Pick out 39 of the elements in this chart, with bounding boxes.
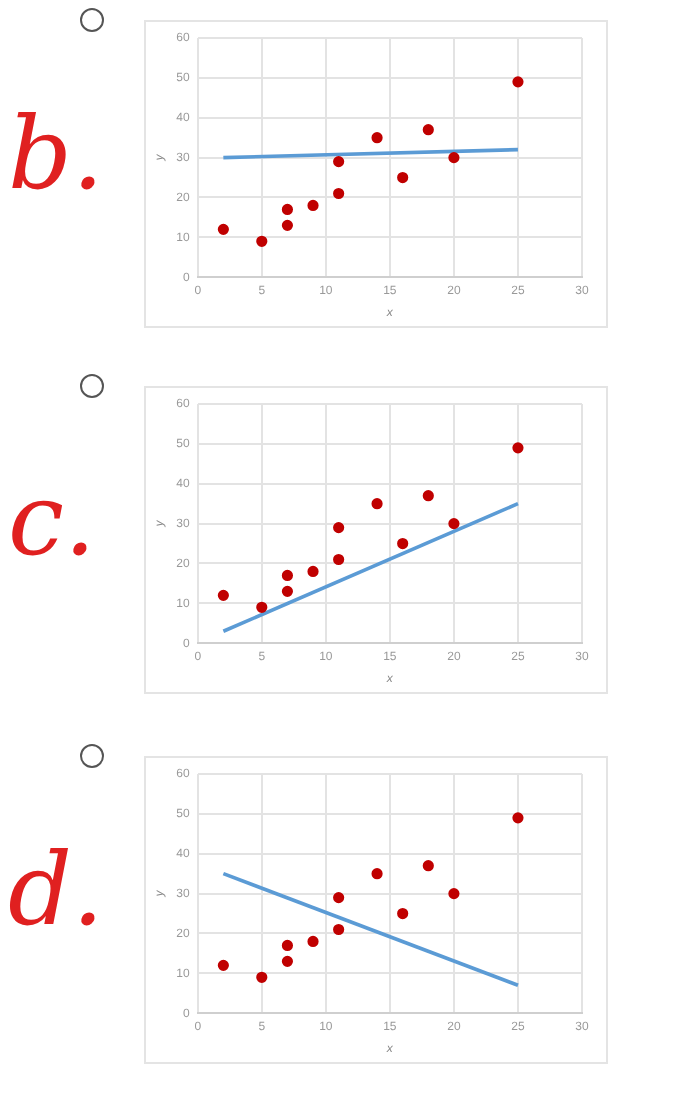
point [371, 498, 383, 510]
point [512, 442, 524, 454]
point [217, 959, 229, 971]
point [281, 219, 294, 231]
point [256, 971, 268, 983]
point [281, 955, 294, 967]
text: d. [8, 832, 104, 948]
point [217, 589, 229, 601]
point [397, 537, 409, 550]
point [448, 888, 460, 900]
point [371, 868, 383, 880]
point [422, 124, 434, 136]
point [307, 565, 319, 578]
point [281, 203, 294, 216]
point [448, 152, 460, 164]
text: c. [8, 462, 96, 578]
point [333, 891, 345, 904]
point [333, 155, 345, 168]
point [333, 521, 345, 534]
point [333, 923, 345, 936]
point [281, 939, 294, 952]
point [281, 569, 294, 582]
point [512, 812, 524, 824]
point [371, 132, 383, 144]
point [256, 601, 268, 613]
point [281, 585, 294, 597]
point [448, 518, 460, 530]
point [422, 490, 434, 502]
point [333, 553, 345, 566]
point [307, 199, 319, 212]
point [422, 860, 434, 872]
point [307, 935, 319, 948]
point [333, 187, 345, 200]
text: b. [8, 96, 104, 212]
point [397, 171, 409, 184]
point [217, 223, 229, 235]
point [397, 907, 409, 920]
point [256, 235, 268, 247]
point [512, 76, 524, 88]
